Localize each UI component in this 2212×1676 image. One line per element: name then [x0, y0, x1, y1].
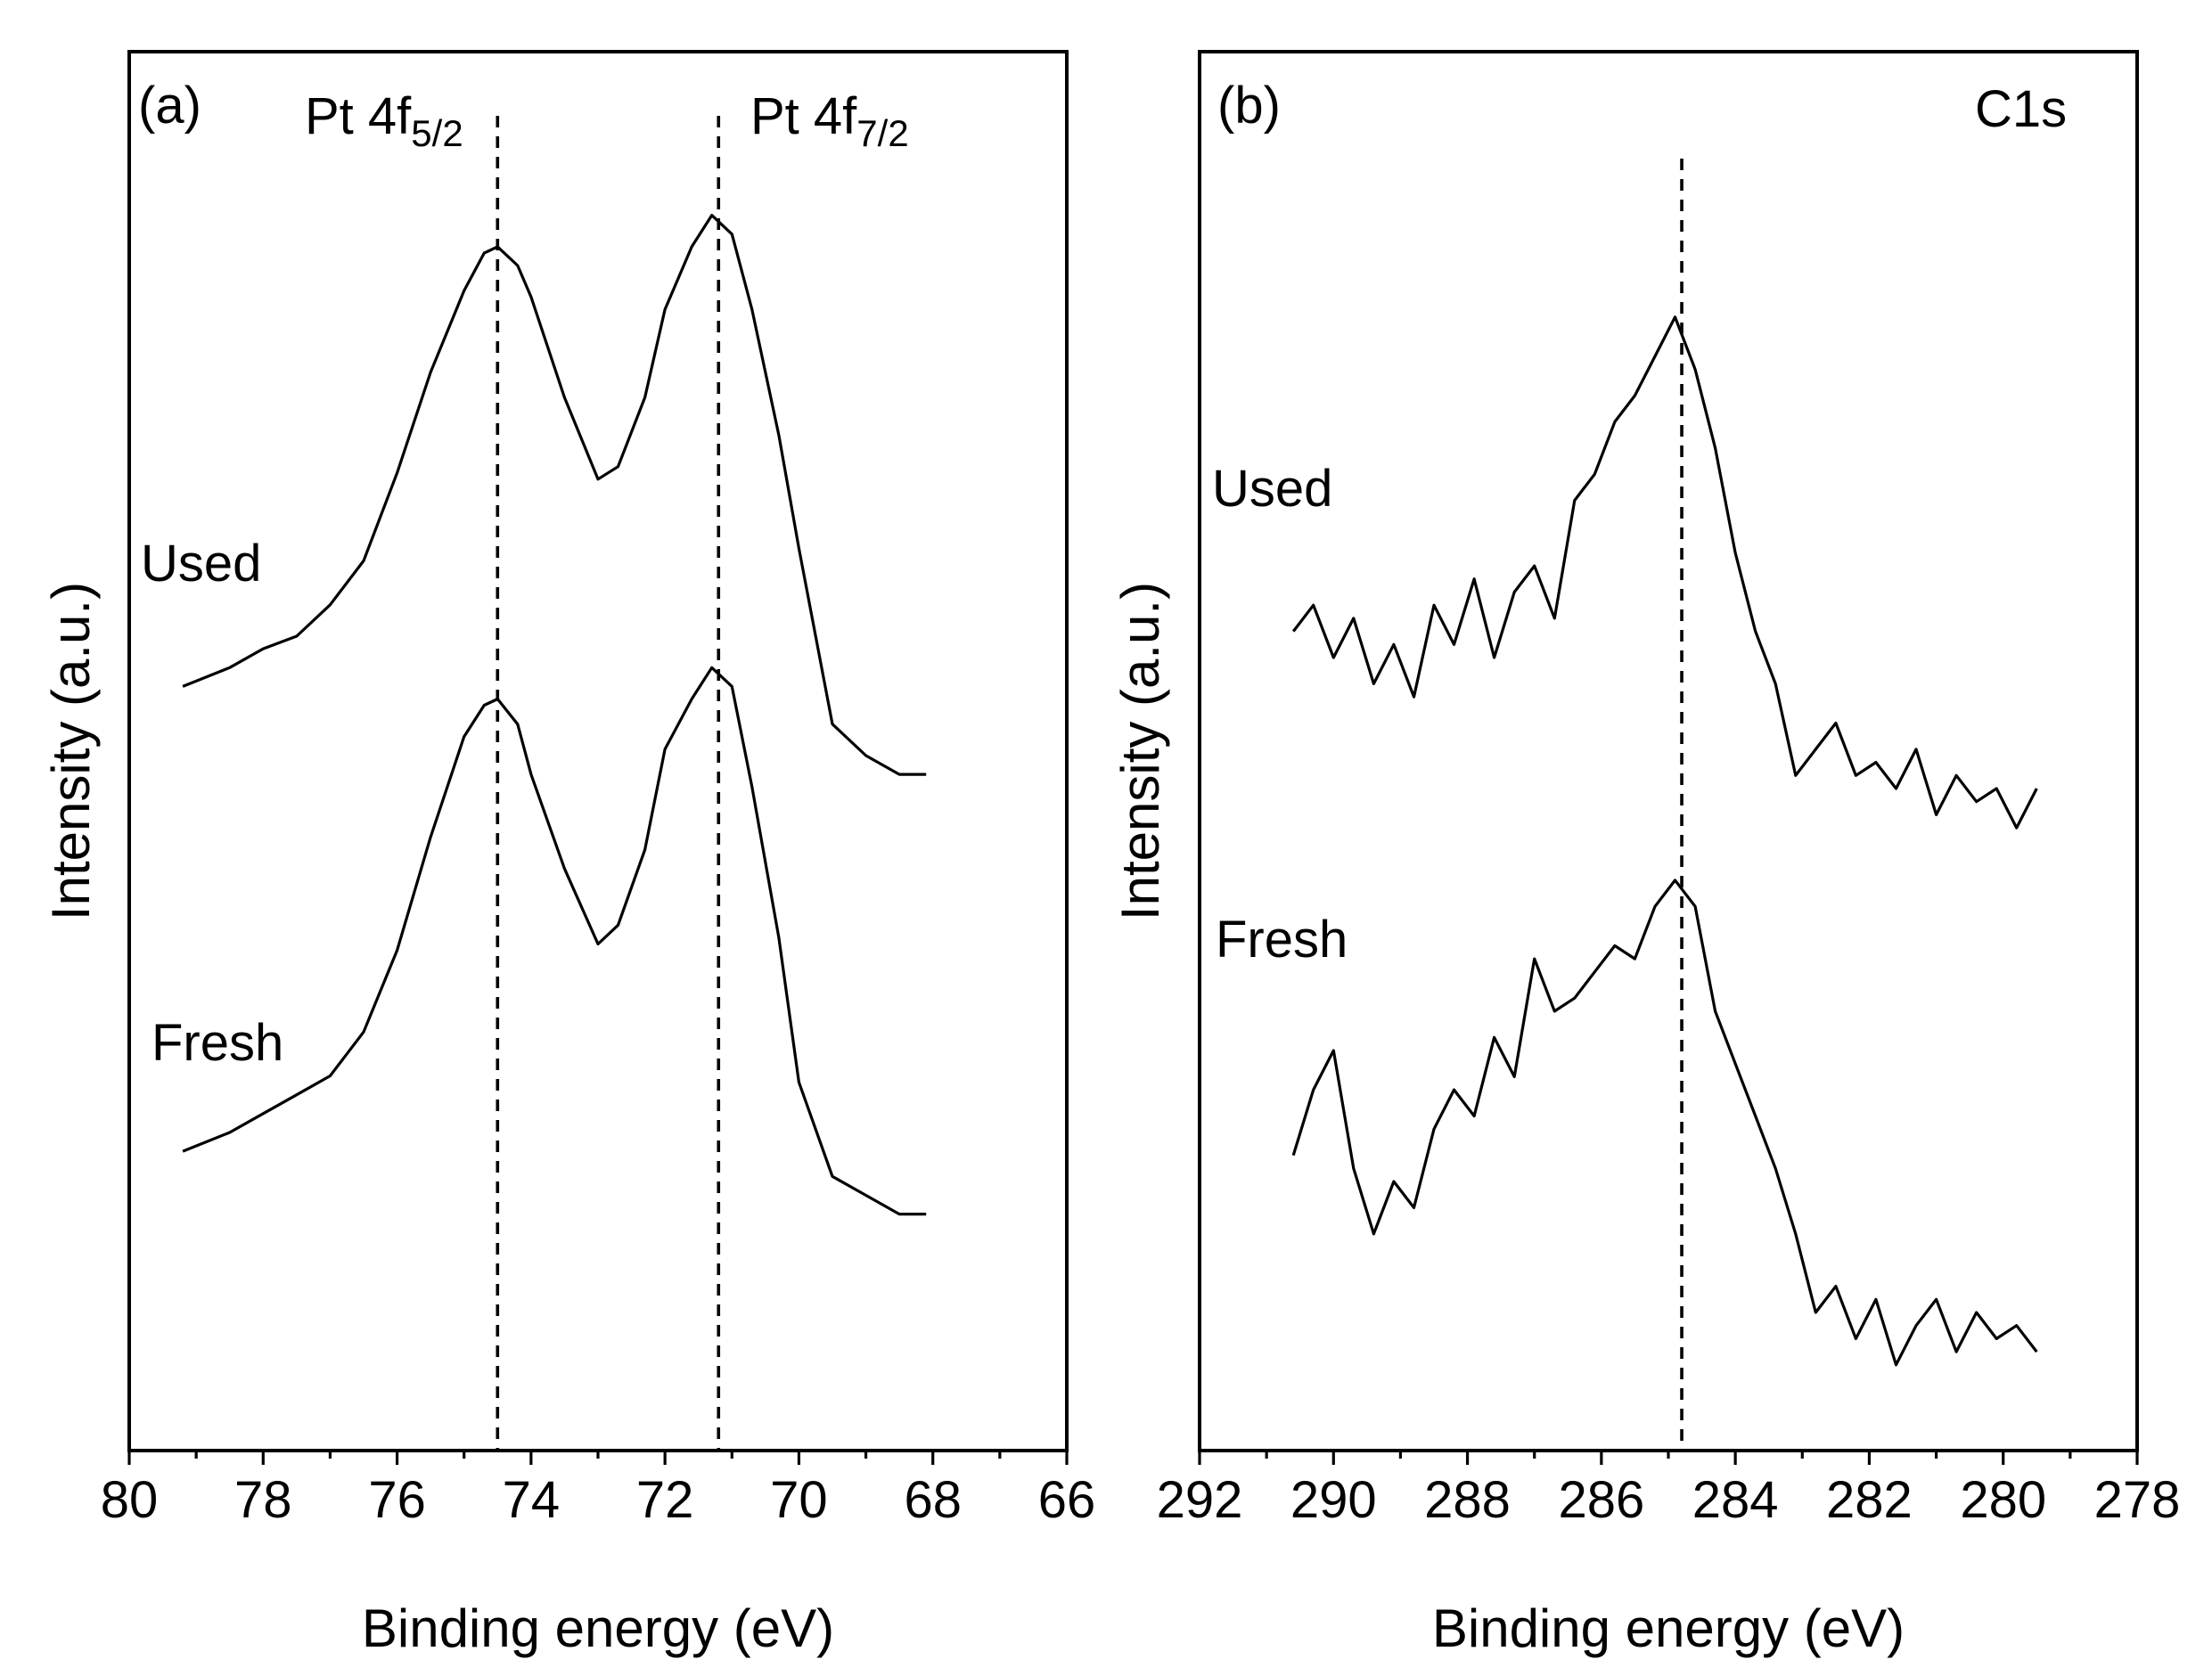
panel-b-tick-label: 278 — [2094, 1471, 2181, 1529]
panel-a-tick-label: 70 — [770, 1471, 828, 1529]
panel-a-x-ticks: 80 78 76 74 72 70 68 66 — [101, 1451, 1096, 1529]
panel-b-y-axis-label: Intensity (a.u.) — [1110, 582, 1170, 920]
pt-4f72-label: Pt 4f7/2 — [750, 87, 909, 154]
panel-a-tick-label: 76 — [368, 1471, 426, 1529]
panel-b-label: (b) — [1217, 77, 1281, 135]
panel-b: 292 290 288 286 284 282 280 278 (b) C1s Used Fr… — [1110, 50, 2181, 1658]
panel-b-tick-label: 292 — [1157, 1471, 1243, 1529]
pt-4f52-label-sub: 5/2 — [411, 112, 463, 154]
panel-b-tick-label: 290 — [1290, 1471, 1377, 1529]
panel-a-series — [182, 214, 927, 1216]
panel-b-x-ticks: 292 290 288 286 284 282 280 278 — [1157, 1451, 2181, 1529]
pt-4f52-label-main: Pt 4f — [305, 87, 412, 145]
panel-b-series — [1291, 315, 2038, 1367]
panel-a-tick-label: 78 — [234, 1471, 292, 1529]
panel-b-tick-label: 288 — [1424, 1471, 1511, 1529]
panel-a-tick-label: 80 — [101, 1471, 159, 1529]
panel-a-series-used — [182, 214, 927, 776]
panel-b-series-fresh — [1291, 879, 2038, 1367]
panel-a-used-label: Used — [141, 535, 261, 593]
panel-a: 80 78 76 74 72 70 68 66 (a) Pt 4f5/2 Pt 4f7/2 U… — [41, 50, 1096, 1658]
panel-b-tick-label: 280 — [1960, 1471, 2046, 1529]
panel-a-reference-lines — [496, 116, 721, 1449]
panel-a-x-axis-label: Binding energy (eV) — [362, 1598, 834, 1658]
panel-a-tick-label: 72 — [636, 1471, 694, 1529]
panel-a-y-axis-label: Intensity (a.u.) — [41, 582, 101, 920]
panel-b-series-used — [1291, 315, 2038, 830]
panel-a-series-fresh — [182, 666, 927, 1216]
panel-a-tick-label: 68 — [904, 1471, 962, 1529]
panel-b-x-axis-label: Binding energy (eV) — [1432, 1598, 1905, 1658]
panel-a-label: (a) — [138, 77, 201, 135]
panel-a-plot-frame — [127, 50, 1069, 1452]
panel-b-tick-label: 284 — [1692, 1471, 1779, 1529]
panel-b-tick-label: 282 — [1826, 1471, 1913, 1529]
panel-b-used-label: Used — [1212, 460, 1332, 518]
pt-4f72-label-sub: 7/2 — [856, 112, 908, 154]
panel-b-tick-label: 286 — [1558, 1471, 1644, 1529]
panel-a-tick-label: 66 — [1038, 1471, 1096, 1529]
panel-a-tick-label: 74 — [503, 1471, 561, 1529]
pt-4f72-label-main: Pt 4f — [750, 87, 857, 145]
panel-b-fresh-label: Fresh — [1216, 911, 1348, 969]
c1s-label: C1s — [1975, 80, 2067, 138]
panel-b-plot-frame — [1198, 50, 2139, 1452]
pt-4f52-label: Pt 4f5/2 — [305, 87, 463, 154]
panel-a-fresh-label: Fresh — [152, 1014, 283, 1072]
